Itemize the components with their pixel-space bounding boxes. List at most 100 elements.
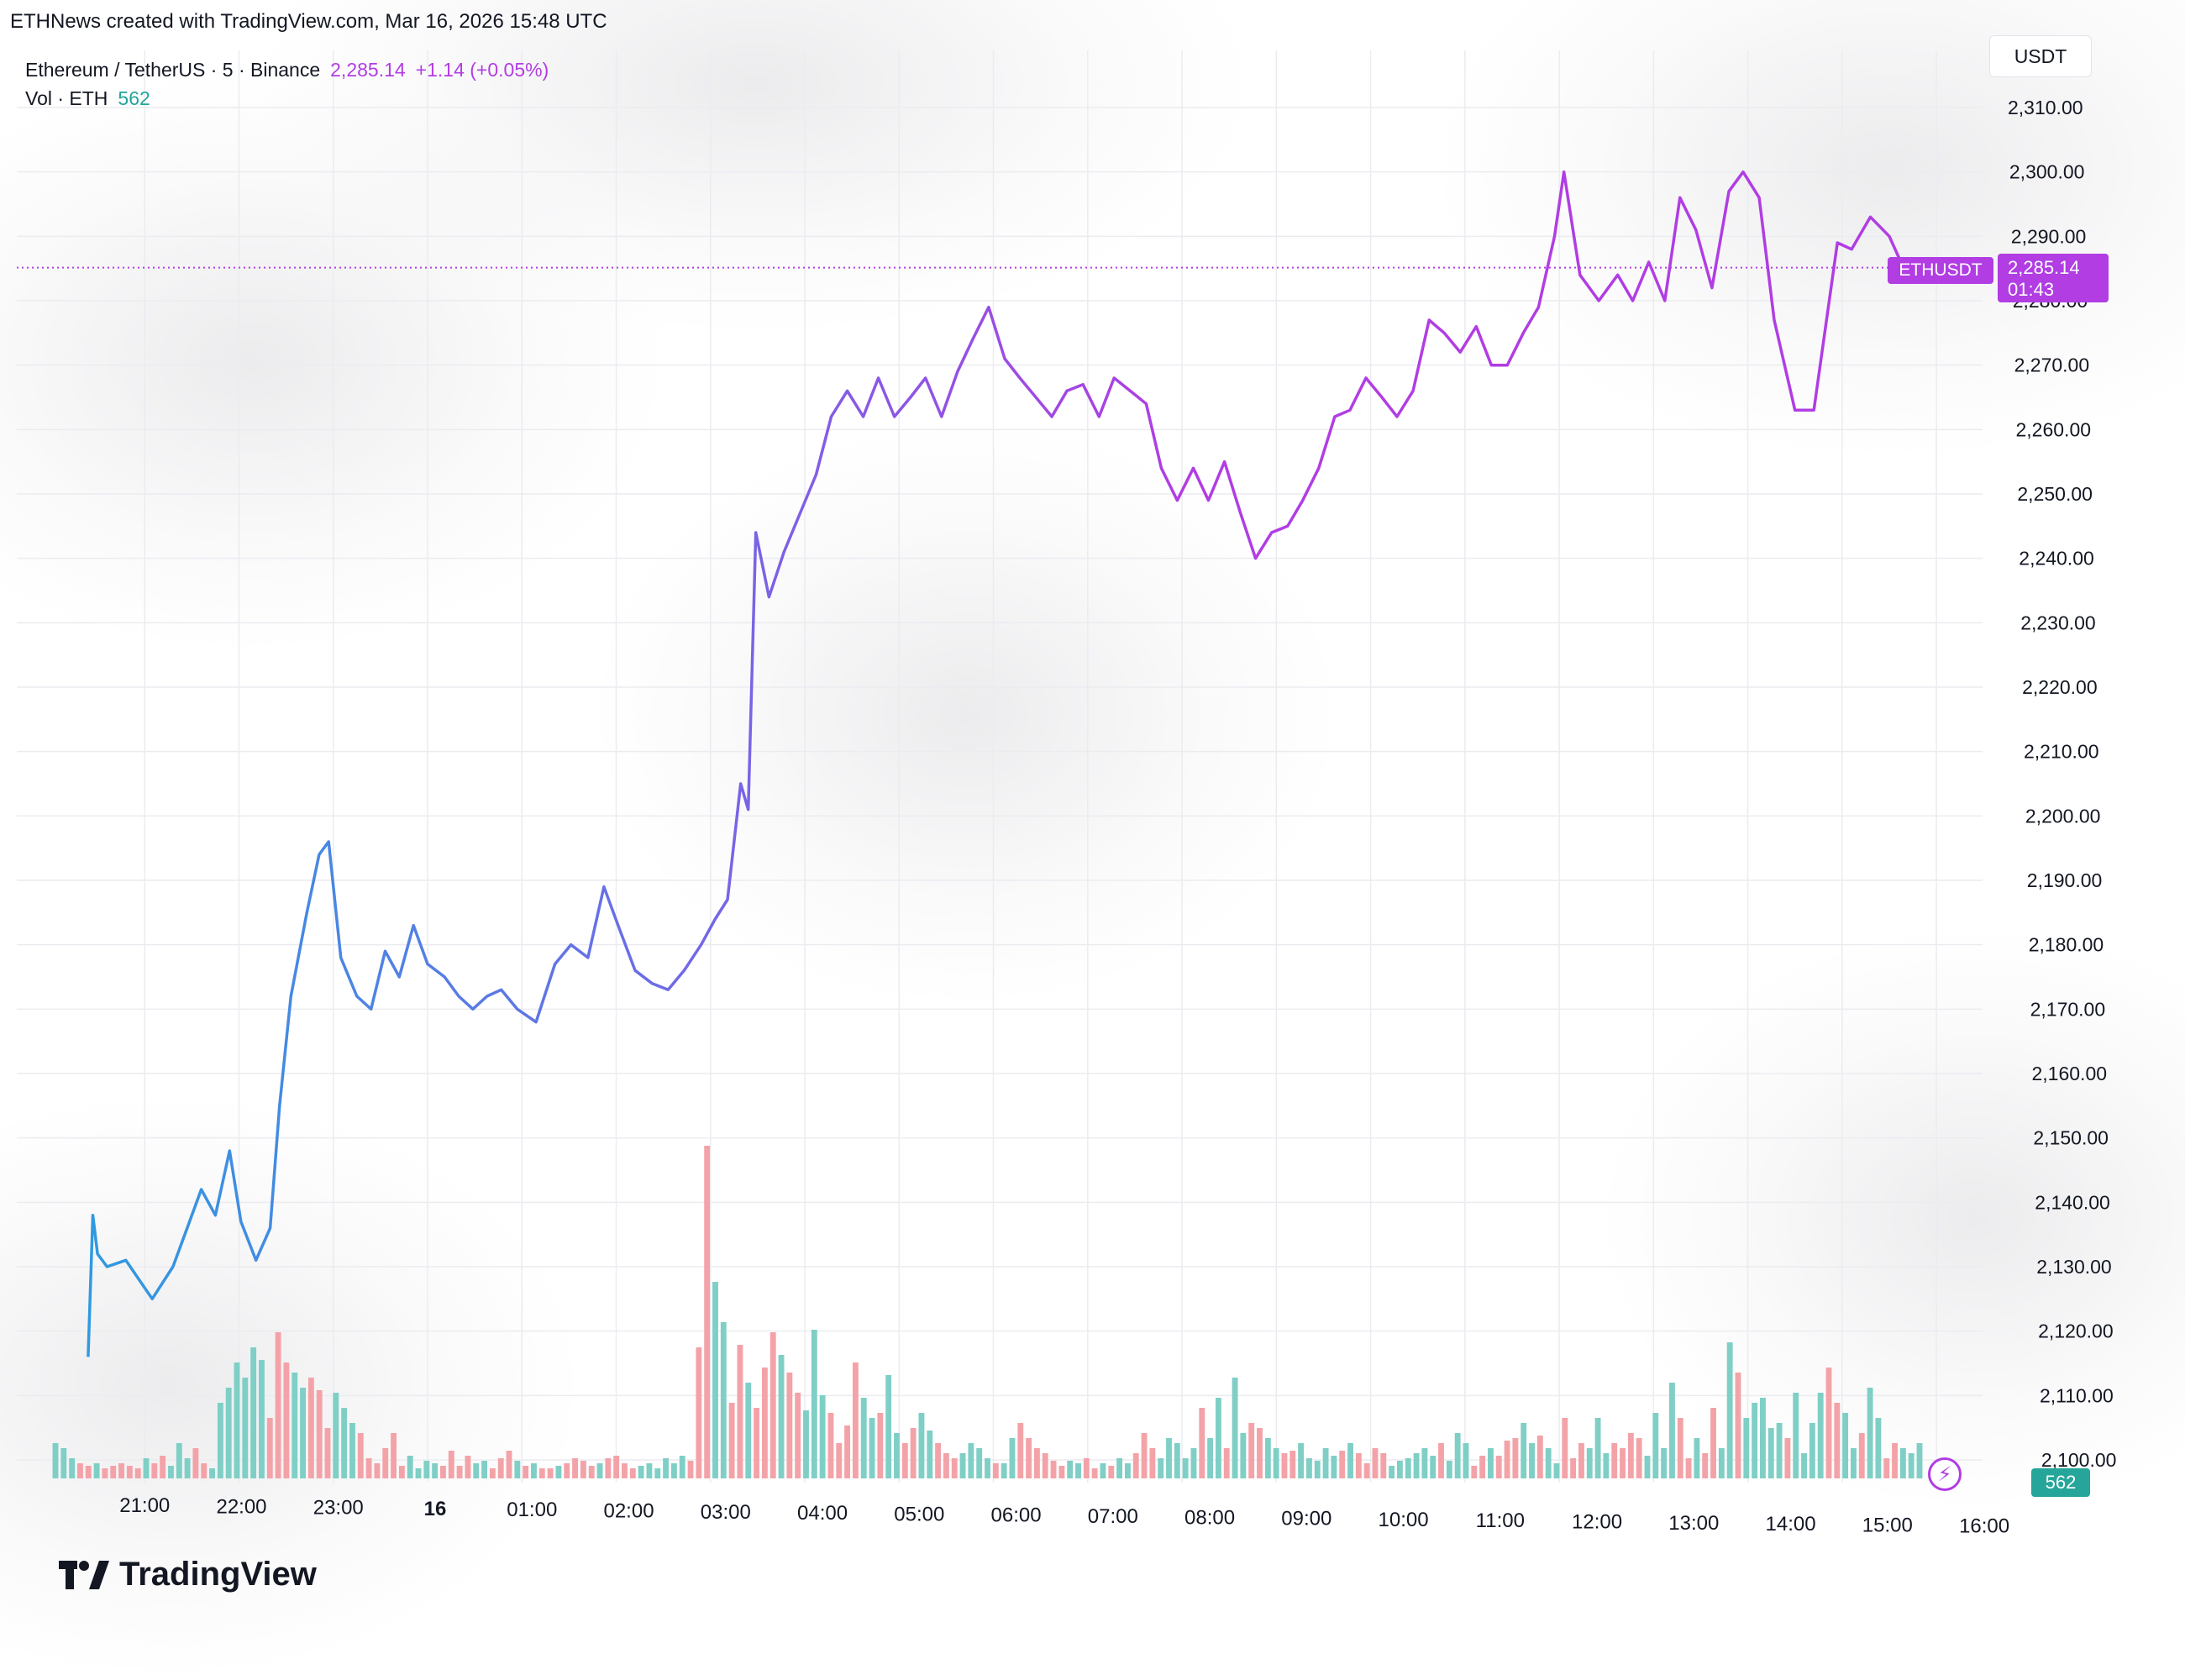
volume-bar	[622, 1463, 628, 1478]
volume-bar	[1051, 1461, 1057, 1478]
volume-bar	[1108, 1466, 1114, 1478]
volume-bar	[1851, 1448, 1857, 1478]
x-tick-label: 16:00	[1959, 1515, 2009, 1538]
volume-bar	[1801, 1453, 1807, 1478]
volume-bar	[1149, 1448, 1155, 1478]
volume-bar	[1867, 1388, 1873, 1478]
volume-bar	[1447, 1461, 1452, 1478]
volume-bar	[1752, 1403, 1757, 1478]
volume-bar	[86, 1466, 92, 1478]
volume-bar	[671, 1463, 677, 1478]
x-tick-label: 05:00	[894, 1503, 944, 1525]
volume-bar	[1331, 1456, 1337, 1478]
volume-bar	[1075, 1463, 1081, 1478]
volume-bar	[1315, 1461, 1321, 1478]
volume-bar	[1471, 1466, 1477, 1478]
x-tick-label: 21:00	[119, 1494, 170, 1517]
volume-bar	[382, 1448, 388, 1478]
volume-bar	[440, 1466, 446, 1478]
volume-bar	[638, 1466, 644, 1478]
price-axis: 2,310.002,300.002,290.002,280.002,270.00…	[2008, 97, 2116, 1471]
lightning-bolt-icon[interactable]: ⚡	[1928, 1457, 1962, 1491]
volume-bar	[844, 1425, 850, 1478]
volume-bar	[1661, 1448, 1667, 1478]
volume-bar	[1240, 1433, 1246, 1478]
volume-bar	[993, 1463, 999, 1478]
volume-bar	[712, 1282, 718, 1478]
price-line-series	[88, 172, 1904, 1357]
volume-bar	[663, 1458, 669, 1478]
volume-bar	[968, 1443, 974, 1478]
volume-bar	[952, 1458, 958, 1478]
x-tick-label: 12:00	[1572, 1511, 1622, 1534]
last-price-value: 2,285.14	[2008, 257, 2109, 279]
volume-bar	[1496, 1456, 1502, 1478]
volume-bar	[1875, 1418, 1881, 1478]
volume-bar	[1595, 1418, 1601, 1478]
volume-bar	[168, 1466, 174, 1478]
volume-bar	[1356, 1453, 1362, 1478]
volume-bar	[877, 1413, 883, 1478]
volume-bar	[1546, 1448, 1552, 1478]
volume-bar	[779, 1355, 785, 1478]
volume-bar	[745, 1383, 751, 1478]
volume-bar	[1414, 1453, 1420, 1478]
volume-bar	[853, 1362, 859, 1478]
volume-bar	[647, 1463, 653, 1478]
legend-price: 2,285.14	[330, 59, 406, 81]
volume-bar	[1678, 1418, 1683, 1478]
volume-bar	[597, 1463, 603, 1478]
volume-bar	[1512, 1438, 1518, 1478]
volume-bar	[613, 1456, 619, 1478]
x-tick-label: 11:00	[1476, 1509, 1525, 1532]
volume-bar	[1859, 1433, 1865, 1478]
volume-bar	[1199, 1408, 1205, 1478]
volume-bar	[985, 1458, 990, 1478]
y-tick-label: 2,240.00	[2019, 548, 2094, 570]
volume-bar	[1743, 1418, 1749, 1478]
volume-bar	[276, 1332, 281, 1478]
volume-bar	[69, 1458, 75, 1478]
volume-bar	[1719, 1448, 1725, 1478]
volume-bar	[531, 1463, 537, 1478]
volume-bar	[696, 1347, 701, 1478]
volume-bar	[1760, 1398, 1766, 1478]
legend-change: +1.14 (+0.05%)	[416, 59, 549, 81]
volume-bar	[564, 1463, 570, 1478]
price-line	[88, 172, 1904, 1357]
volume-bar	[1529, 1443, 1535, 1478]
volume-bar	[226, 1388, 232, 1478]
tradingview-logo[interactable]: TradingView	[59, 1556, 317, 1593]
volume-bar	[1133, 1453, 1139, 1478]
volume-bar	[151, 1463, 157, 1478]
price-unit-button[interactable]: USDT	[1989, 35, 2092, 77]
legend-volume-row[interactable]: Vol · ETH 562	[25, 84, 549, 113]
volume-bar	[1373, 1448, 1379, 1478]
volume-bar	[605, 1458, 611, 1478]
volume-bar	[250, 1347, 256, 1478]
volume-bar	[317, 1390, 323, 1478]
volume-bar	[1001, 1463, 1007, 1478]
volume-bar	[144, 1458, 150, 1478]
volume-bar	[762, 1368, 768, 1478]
volume-bar	[1405, 1458, 1411, 1478]
volume-bar	[1017, 1423, 1023, 1478]
volume-bar	[960, 1453, 966, 1478]
volume-bar	[1174, 1443, 1180, 1478]
volume-bar	[1142, 1433, 1148, 1478]
volume-bar	[267, 1418, 273, 1478]
volume-bar	[283, 1362, 289, 1478]
volume-bar	[1191, 1448, 1197, 1478]
volume-bar	[1620, 1448, 1626, 1478]
y-tick-label: 2,110.00	[2040, 1384, 2114, 1406]
volume-bar	[1479, 1456, 1485, 1478]
volume-bar	[1274, 1448, 1279, 1478]
price-chart[interactable]: 2,310.002,300.002,290.002,280.002,270.00…	[0, 0, 2185, 1599]
y-tick-label: 2,180.00	[2029, 934, 2104, 956]
volume-bar	[1736, 1373, 1741, 1478]
volume-bar	[1645, 1456, 1651, 1478]
volume-bar	[1034, 1448, 1040, 1478]
volume-bar	[234, 1362, 240, 1478]
legend-price-row[interactable]: Ethereum / TetherUS · 5 · Binance 2,285.…	[25, 55, 549, 84]
volume-bar	[1702, 1453, 1708, 1478]
